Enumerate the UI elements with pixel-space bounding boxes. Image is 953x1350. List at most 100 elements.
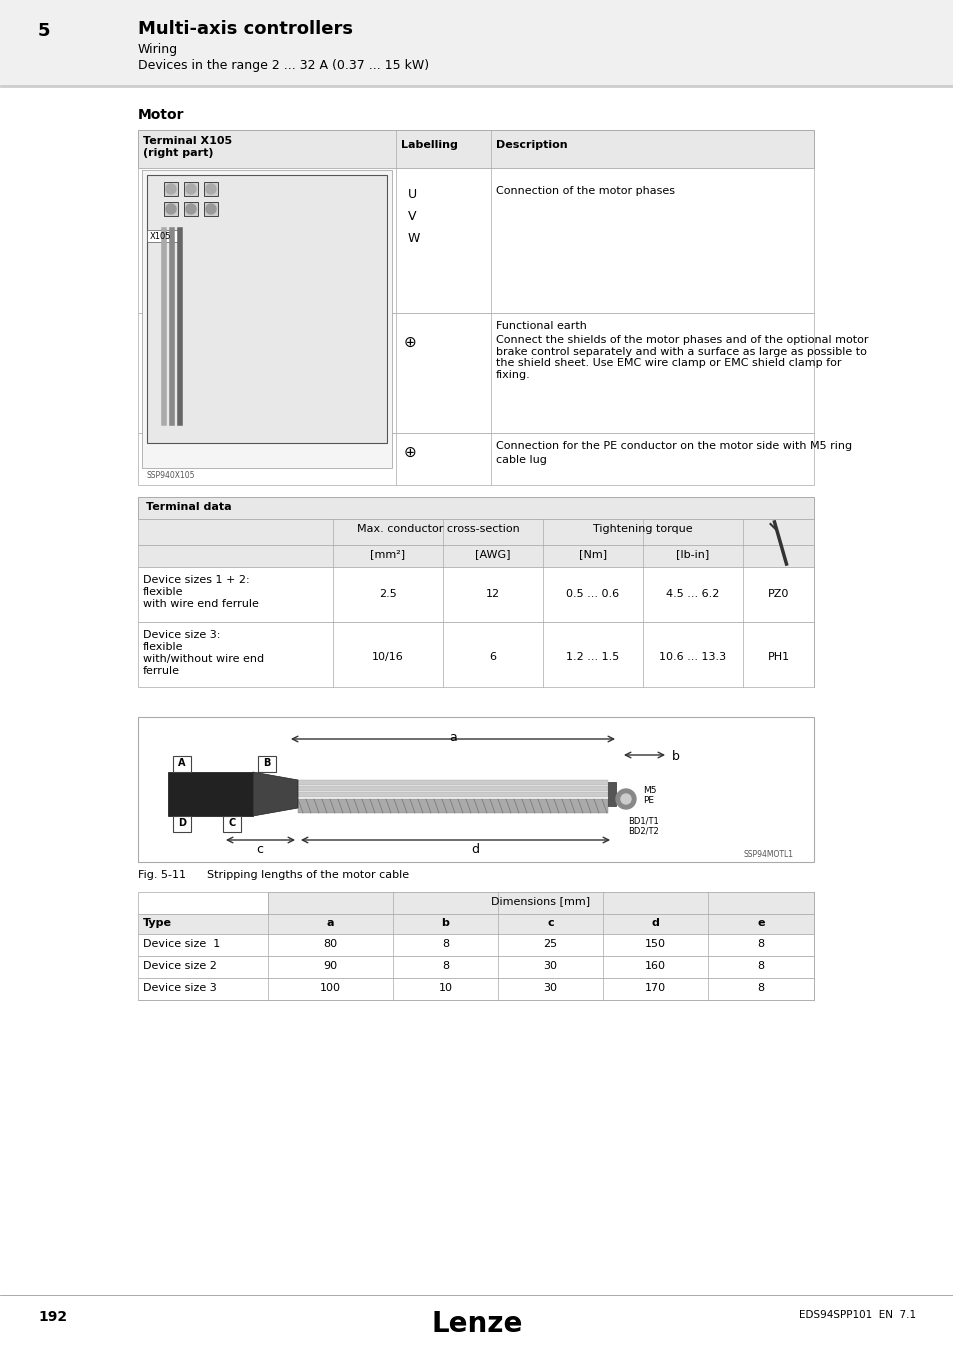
Text: SSP94MOTL1: SSP94MOTL1 — [743, 850, 793, 859]
Text: ⊕: ⊕ — [403, 335, 416, 350]
Text: a: a — [449, 730, 456, 744]
Circle shape — [186, 184, 195, 194]
Text: c: c — [547, 918, 554, 927]
Bar — [138, 622, 813, 687]
Bar — [138, 497, 813, 518]
Text: Connection for the PE conductor on the motor side with M5 ring: Connection for the PE conductor on the m… — [496, 441, 851, 451]
Text: 80: 80 — [323, 940, 337, 949]
Bar — [142, 170, 392, 468]
Text: ferrule: ferrule — [143, 666, 180, 676]
Text: Device size 3:: Device size 3: — [143, 630, 220, 640]
Circle shape — [186, 204, 195, 215]
Bar — [172, 815, 191, 832]
Text: Functional earth: Functional earth — [496, 321, 586, 331]
Bar — [138, 518, 813, 545]
Text: V: V — [408, 211, 416, 223]
Bar — [223, 815, 241, 832]
Text: M5: M5 — [642, 786, 656, 795]
Text: PE: PE — [642, 796, 654, 805]
Text: 8: 8 — [757, 983, 763, 994]
Bar — [138, 433, 813, 485]
Text: Description: Description — [496, 140, 567, 150]
Text: U: U — [408, 188, 416, 201]
Bar — [204, 202, 218, 216]
Bar — [138, 130, 813, 167]
Bar — [138, 914, 813, 934]
Bar — [138, 717, 813, 863]
Text: BD1/T1: BD1/T1 — [627, 815, 659, 825]
Circle shape — [620, 794, 630, 805]
Text: Labelling: Labelling — [400, 140, 457, 150]
Bar — [268, 892, 813, 914]
Text: 30: 30 — [543, 983, 557, 994]
Bar — [164, 202, 178, 216]
Circle shape — [206, 204, 215, 215]
Bar — [138, 977, 813, 1000]
Text: 2.5: 2.5 — [378, 589, 396, 599]
Text: Terminal data: Terminal data — [146, 502, 232, 512]
Bar — [138, 167, 813, 313]
Bar — [184, 182, 198, 196]
Bar — [607, 782, 616, 806]
Text: 100: 100 — [319, 983, 340, 994]
Bar — [172, 756, 191, 772]
Bar — [257, 756, 275, 772]
Text: 25: 25 — [543, 940, 557, 949]
Text: [Nm]: [Nm] — [578, 549, 606, 559]
Circle shape — [166, 184, 175, 194]
Text: c: c — [256, 842, 263, 856]
Circle shape — [166, 204, 175, 215]
Text: 10/16: 10/16 — [372, 652, 403, 662]
Text: 4.5 ... 6.2: 4.5 ... 6.2 — [665, 589, 719, 599]
Bar — [138, 892, 813, 914]
Text: Connect the shields of the motor phases and of the optional motor
brake control : Connect the shields of the motor phases … — [496, 335, 867, 379]
Bar — [138, 545, 813, 567]
Text: 192: 192 — [38, 1310, 67, 1324]
Bar — [168, 772, 253, 815]
Text: [mm²]: [mm²] — [370, 549, 405, 559]
Text: 8: 8 — [757, 961, 763, 971]
Text: flexible: flexible — [143, 587, 183, 597]
Text: 8: 8 — [757, 940, 763, 949]
Text: 90: 90 — [323, 961, 337, 971]
Text: Max. conductor cross-section: Max. conductor cross-section — [356, 524, 518, 535]
Bar — [138, 313, 813, 433]
Text: flexible: flexible — [143, 643, 183, 652]
Text: Devices in the range 2 ... 32 A (0.37 ... 15 kW): Devices in the range 2 ... 32 A (0.37 ..… — [138, 59, 429, 72]
Text: [AWG]: [AWG] — [475, 549, 510, 559]
Polygon shape — [253, 772, 297, 815]
Text: C: C — [228, 818, 235, 828]
Text: SSP940X105: SSP940X105 — [147, 471, 195, 481]
Text: 12: 12 — [485, 589, 499, 599]
Text: 10: 10 — [438, 983, 452, 994]
Text: D: D — [178, 818, 186, 828]
Bar — [297, 786, 607, 791]
Text: 150: 150 — [644, 940, 665, 949]
Bar — [184, 202, 198, 216]
Text: 160: 160 — [644, 961, 665, 971]
Text: Device sizes 1 + 2:: Device sizes 1 + 2: — [143, 575, 250, 585]
Text: Motor: Motor — [138, 108, 184, 122]
Text: BD2/T2: BD2/T2 — [627, 826, 659, 836]
Bar — [0, 85, 953, 86]
Text: d: d — [471, 842, 478, 856]
Text: Device size  1: Device size 1 — [143, 940, 220, 949]
Bar — [138, 956, 813, 977]
Text: Tightening torque: Tightening torque — [593, 524, 692, 535]
Text: EDS94SPP101  EN  7.1: EDS94SPP101 EN 7.1 — [798, 1310, 915, 1320]
Text: 5: 5 — [38, 22, 51, 40]
Text: Device size 2: Device size 2 — [143, 961, 216, 971]
Text: Device size 3: Device size 3 — [143, 983, 216, 994]
Text: (right part): (right part) — [143, 148, 213, 158]
Text: PH1: PH1 — [766, 652, 789, 662]
Bar — [204, 182, 218, 196]
Text: with/without wire end: with/without wire end — [143, 653, 264, 664]
Text: 6: 6 — [489, 652, 496, 662]
Text: W: W — [408, 232, 420, 244]
Text: 8: 8 — [441, 961, 449, 971]
Text: b: b — [671, 751, 679, 763]
Text: Connection of the motor phases: Connection of the motor phases — [496, 186, 675, 196]
Circle shape — [206, 184, 215, 194]
Text: with wire end ferrule: with wire end ferrule — [143, 599, 258, 609]
Text: ⊕: ⊕ — [403, 446, 416, 460]
